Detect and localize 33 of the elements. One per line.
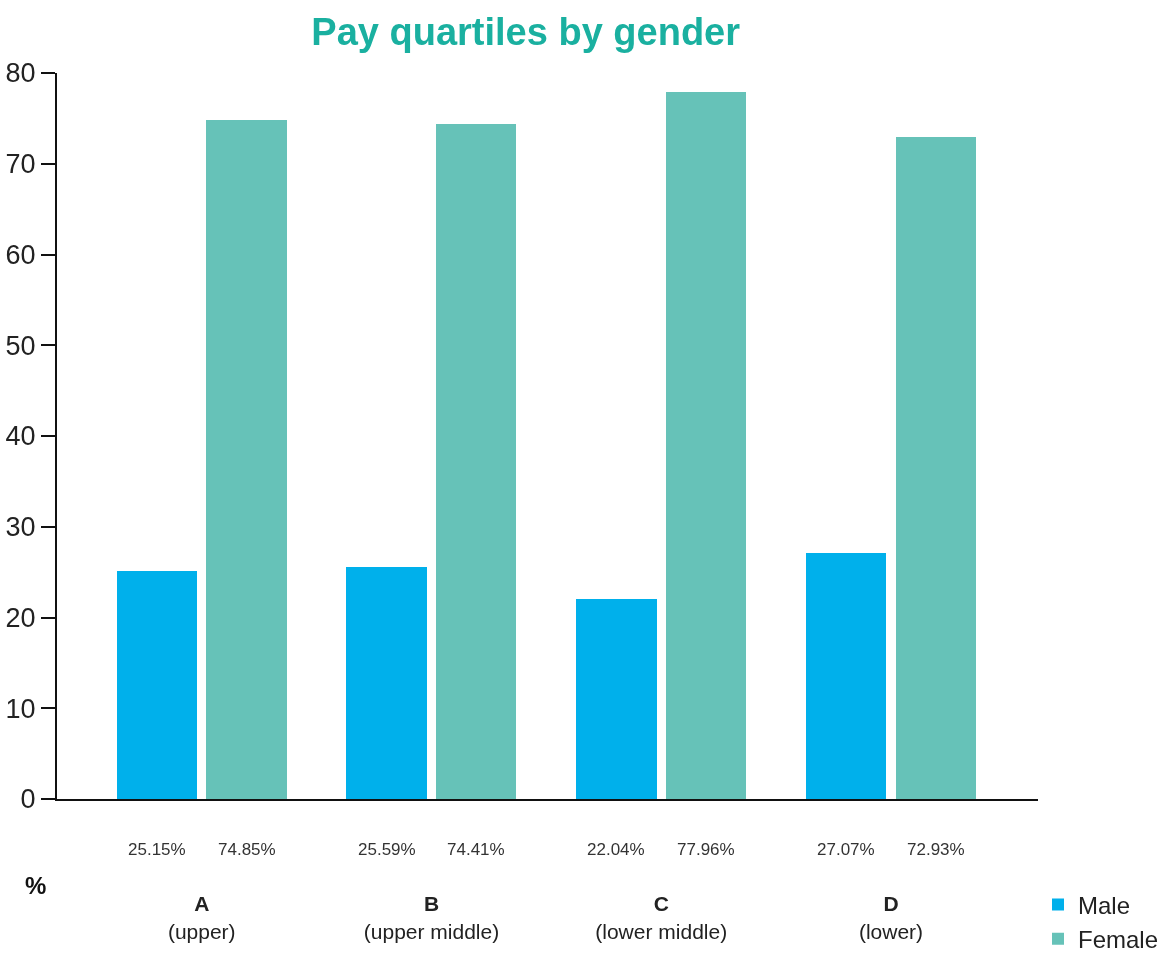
y-axis-title: %: [25, 872, 47, 899]
y-tick-label: 40: [5, 421, 36, 452]
x-tick-label: D (lower): [858, 892, 924, 943]
y-tick-label: 50: [5, 330, 36, 361]
y-tick-label: 20: [5, 602, 36, 633]
x-tick-label: A (upper): [167, 892, 236, 943]
y-tick-label: 70: [5, 149, 36, 180]
x-tick-label: C (lower middle): [595, 892, 728, 943]
x-tick-label: B (upper middle): [363, 892, 500, 943]
data-label: 25.59%: [358, 840, 416, 859]
data-label: 72.93%: [907, 840, 965, 859]
y-tick-label: 0: [20, 784, 36, 815]
bar: [576, 599, 657, 799]
y-tick-label: 60: [5, 239, 36, 270]
data-label: 25.15%: [128, 840, 186, 859]
y-tick-label: 30: [5, 512, 36, 543]
data-label: 22.04%: [587, 840, 645, 859]
legend-label: Female: [1078, 926, 1159, 954]
bar: [346, 567, 427, 799]
chart-title: Pay quartiles by gender: [311, 11, 741, 54]
legend-label: Male: [1078, 891, 1131, 919]
bar: [117, 571, 197, 799]
y-tick-label: 80: [5, 58, 36, 89]
data-label: 74.85%: [218, 840, 276, 859]
bar: [666, 92, 746, 799]
bar: [896, 137, 976, 799]
y-tick-label: 10: [5, 693, 36, 724]
data-label: 77.96%: [677, 840, 735, 859]
bar: [436, 124, 516, 799]
bar: [806, 553, 886, 799]
data-label: 74.41%: [447, 840, 505, 859]
data-label: 27.07%: [817, 840, 875, 859]
bar: [206, 120, 287, 799]
